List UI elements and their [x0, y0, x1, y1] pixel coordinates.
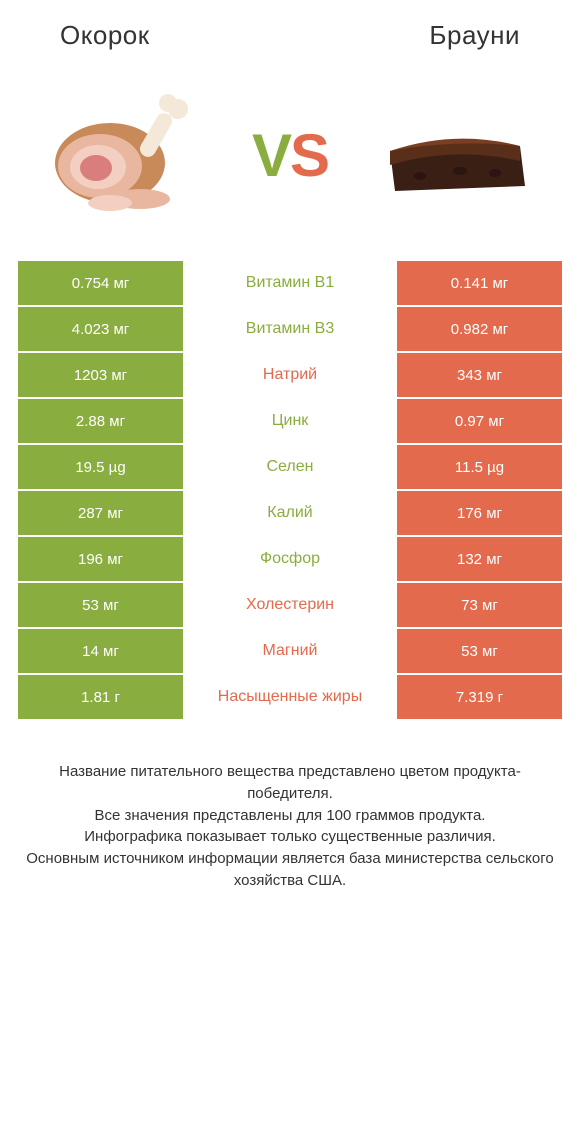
cell-left: 14 мг	[18, 629, 183, 673]
cell-label: Витамин B1	[183, 261, 397, 305]
table-row: 14 мгМагний53 мг	[18, 629, 562, 675]
table-row: 196 мгФосфор132 мг	[18, 537, 562, 583]
footer-line-4: Основным источником информации является …	[24, 848, 556, 892]
cell-right: 53 мг	[397, 629, 562, 673]
cell-right: 7.319 г	[397, 675, 562, 719]
cell-right: 11.5 µg	[397, 445, 562, 489]
cell-left: 1.81 г	[18, 675, 183, 719]
brownie-icon	[370, 91, 540, 221]
titles-row: Окорок Брауни	[0, 0, 580, 61]
cell-right: 132 мг	[397, 537, 562, 581]
cell-left: 287 мг	[18, 491, 183, 535]
cell-left: 0.754 мг	[18, 261, 183, 305]
vs-s: S	[290, 122, 328, 189]
title-left: Окорок	[60, 20, 150, 51]
cell-left: 196 мг	[18, 537, 183, 581]
cell-left: 4.023 мг	[18, 307, 183, 351]
table-row: 2.88 мгЦинк0.97 мг	[18, 399, 562, 445]
table-row: 0.754 мгВитамин B10.141 мг	[18, 261, 562, 307]
cell-label: Цинк	[183, 399, 397, 443]
vs-v: V	[252, 122, 290, 189]
images-row: VS	[0, 61, 580, 261]
vs-label: VS	[252, 126, 328, 186]
footer-line-2: Все значения представлены для 100 граммо…	[24, 805, 556, 827]
table-row: 53 мгХолестерин73 мг	[18, 583, 562, 629]
cell-label: Насыщенные жиры	[183, 675, 397, 719]
comparison-table: 0.754 мгВитамин B10.141 мг4.023 мгВитами…	[0, 261, 580, 721]
cell-left: 2.88 мг	[18, 399, 183, 443]
table-row: 1203 мгНатрий343 мг	[18, 353, 562, 399]
cell-right: 176 мг	[397, 491, 562, 535]
title-right: Брауни	[429, 20, 520, 51]
cell-right: 73 мг	[397, 583, 562, 627]
cell-label: Магний	[183, 629, 397, 673]
table-row: 19.5 µgСелен11.5 µg	[18, 445, 562, 491]
footer-text: Название питательного вещества представл…	[0, 721, 580, 892]
cell-label: Фосфор	[183, 537, 397, 581]
cell-label: Натрий	[183, 353, 397, 397]
cell-left: 53 мг	[18, 583, 183, 627]
cell-right: 0.97 мг	[397, 399, 562, 443]
cell-right: 343 мг	[397, 353, 562, 397]
ham-icon	[40, 91, 210, 221]
cell-label: Калий	[183, 491, 397, 535]
footer-line-1: Название питательного вещества представл…	[24, 761, 556, 805]
table-row: 4.023 мгВитамин B30.982 мг	[18, 307, 562, 353]
cell-label: Витамин B3	[183, 307, 397, 351]
cell-label: Селен	[183, 445, 397, 489]
cell-right: 0.982 мг	[397, 307, 562, 351]
cell-left: 19.5 µg	[18, 445, 183, 489]
cell-left: 1203 мг	[18, 353, 183, 397]
table-row: 287 мгКалий176 мг	[18, 491, 562, 537]
cell-right: 0.141 мг	[397, 261, 562, 305]
footer-line-3: Инфографика показывает только существенн…	[24, 826, 556, 848]
table-row: 1.81 гНасыщенные жиры7.319 г	[18, 675, 562, 721]
cell-label: Холестерин	[183, 583, 397, 627]
